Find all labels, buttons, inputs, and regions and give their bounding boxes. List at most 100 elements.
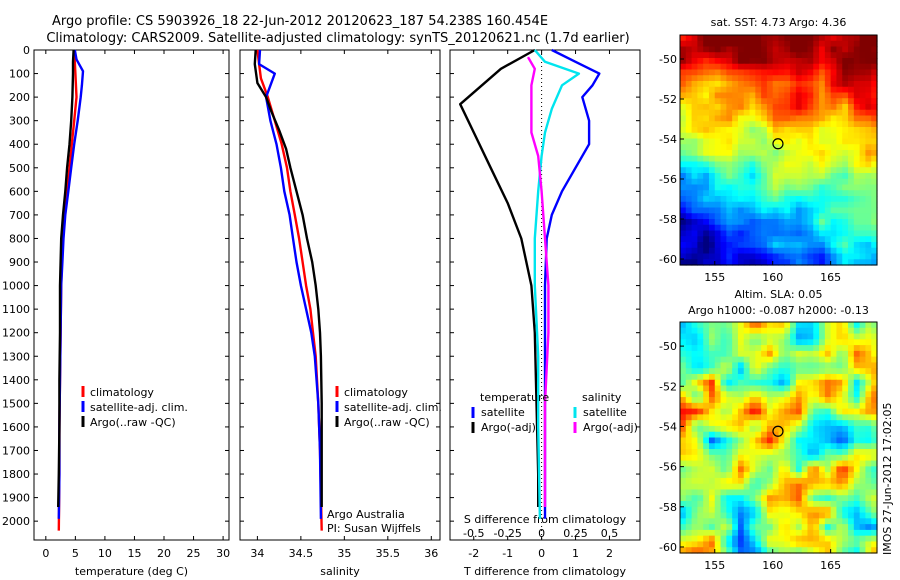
heatmap-cell <box>726 397 733 404</box>
heatmap-cell <box>824 373 832 381</box>
heatmap-cell <box>824 466 832 473</box>
x-axis-label-top: S difference from climatology <box>464 513 627 526</box>
heatmap-cell <box>830 350 838 358</box>
heatmap-cell <box>732 46 739 53</box>
heatmap-cell <box>859 501 867 508</box>
heatmap-cell <box>766 242 774 249</box>
heatmap-cell <box>836 333 843 340</box>
heatmap-cell <box>772 333 780 340</box>
heatmap-cell <box>714 213 722 220</box>
heatmap-cell <box>848 333 855 340</box>
heatmap-cell <box>743 420 751 427</box>
heatmap-cell <box>761 333 768 340</box>
heatmap-cell <box>720 362 727 369</box>
heatmap-cell <box>813 207 820 214</box>
heatmap-cell <box>830 408 838 416</box>
heatmap-cell <box>784 184 791 191</box>
heatmap-cell <box>743 391 751 398</box>
heatmap-cell <box>726 345 733 352</box>
heatmap-cell <box>708 104 716 111</box>
heatmap-cell <box>761 414 768 421</box>
series-line <box>57 49 75 508</box>
heatmap-cell <box>859 408 867 416</box>
heatmap-cell <box>737 109 745 117</box>
heatmap-cell <box>848 414 855 421</box>
heatmap-cell <box>714 477 722 485</box>
heatmap-cell <box>726 201 733 209</box>
heatmap-cell <box>726 35 733 42</box>
heatmap-cell <box>784 236 791 243</box>
heatmap-cell <box>807 52 814 59</box>
heatmap-cell <box>871 339 878 346</box>
heatmap-cell <box>795 425 803 433</box>
heatmap-cell <box>848 69 855 76</box>
heatmap-cell <box>859 242 867 249</box>
y-tick-label: 300 <box>9 115 30 128</box>
heatmap-cell <box>708 167 716 174</box>
heatmap-cell <box>766 408 774 416</box>
heatmap-cell <box>732 109 739 117</box>
heatmap-cell <box>871 92 878 99</box>
heatmap-cell <box>842 75 849 82</box>
heatmap-cell <box>819 121 826 128</box>
heatmap-cell <box>819 75 826 82</box>
heatmap-cell <box>871 466 878 473</box>
heatmap-cell <box>726 242 733 249</box>
heatmap-cell <box>848 92 855 99</box>
heatmap-cell <box>766 86 774 94</box>
heatmap-cell <box>703 454 710 462</box>
legend-label: satellite <box>583 406 627 419</box>
heatmap-cell <box>691 213 698 220</box>
heatmap-cell <box>813 92 820 99</box>
heatmap-cell <box>720 495 727 502</box>
heatmap-cell <box>743 402 751 410</box>
heatmap-cell <box>784 98 791 105</box>
heatmap-cell <box>726 40 733 48</box>
heatmap-cell <box>708 247 716 255</box>
heatmap-cell <box>819 477 826 485</box>
heatmap-cell <box>865 420 872 427</box>
heatmap-cell <box>766 144 774 151</box>
heatmap-cell <box>830 81 838 88</box>
heatmap-cell <box>807 81 814 88</box>
heatmap-cell <box>697 350 704 358</box>
heatmap-cell <box>743 81 751 88</box>
heatmap-cell <box>737 161 745 168</box>
heatmap-cell <box>697 373 704 381</box>
heatmap-cell <box>737 495 745 502</box>
heatmap-cell <box>795 368 803 375</box>
heatmap-cell <box>755 173 762 180</box>
heatmap-cell <box>813 547 820 554</box>
heatmap-cell <box>772 431 780 439</box>
heatmap-cell <box>853 431 861 439</box>
heatmap-cell <box>680 472 687 479</box>
heatmap-cell <box>685 138 693 145</box>
heatmap-cell <box>732 58 739 65</box>
heatmap-cell <box>842 35 849 42</box>
heatmap-cell <box>824 224 832 232</box>
heatmap-cell <box>801 190 809 197</box>
heatmap-cell <box>732 379 739 387</box>
heatmap-cell <box>743 40 751 48</box>
heatmap-cell <box>755 420 762 427</box>
heatmap-cell <box>853 167 861 174</box>
heatmap-cell <box>871 69 878 76</box>
heatmap-cell <box>743 541 751 548</box>
heatmap-cell <box>703 420 710 427</box>
heatmap-cell <box>720 173 727 180</box>
heatmap-cell <box>784 535 791 543</box>
heatmap-cell <box>766 356 774 364</box>
heatmap-cell <box>842 104 849 111</box>
heatmap-cell <box>865 92 872 99</box>
heatmap-cell <box>859 350 867 358</box>
heatmap-cell <box>755 506 762 514</box>
heatmap-cell <box>830 356 838 364</box>
heatmap-cell <box>813 138 820 145</box>
heatmap-cell <box>830 196 838 203</box>
heatmap-cell <box>714 127 722 134</box>
heatmap-cell <box>778 247 785 255</box>
heatmap-cell <box>680 259 687 266</box>
heatmap-cell <box>708 81 716 88</box>
heatmap-cell <box>853 104 861 111</box>
heatmap-cell <box>801 495 809 502</box>
